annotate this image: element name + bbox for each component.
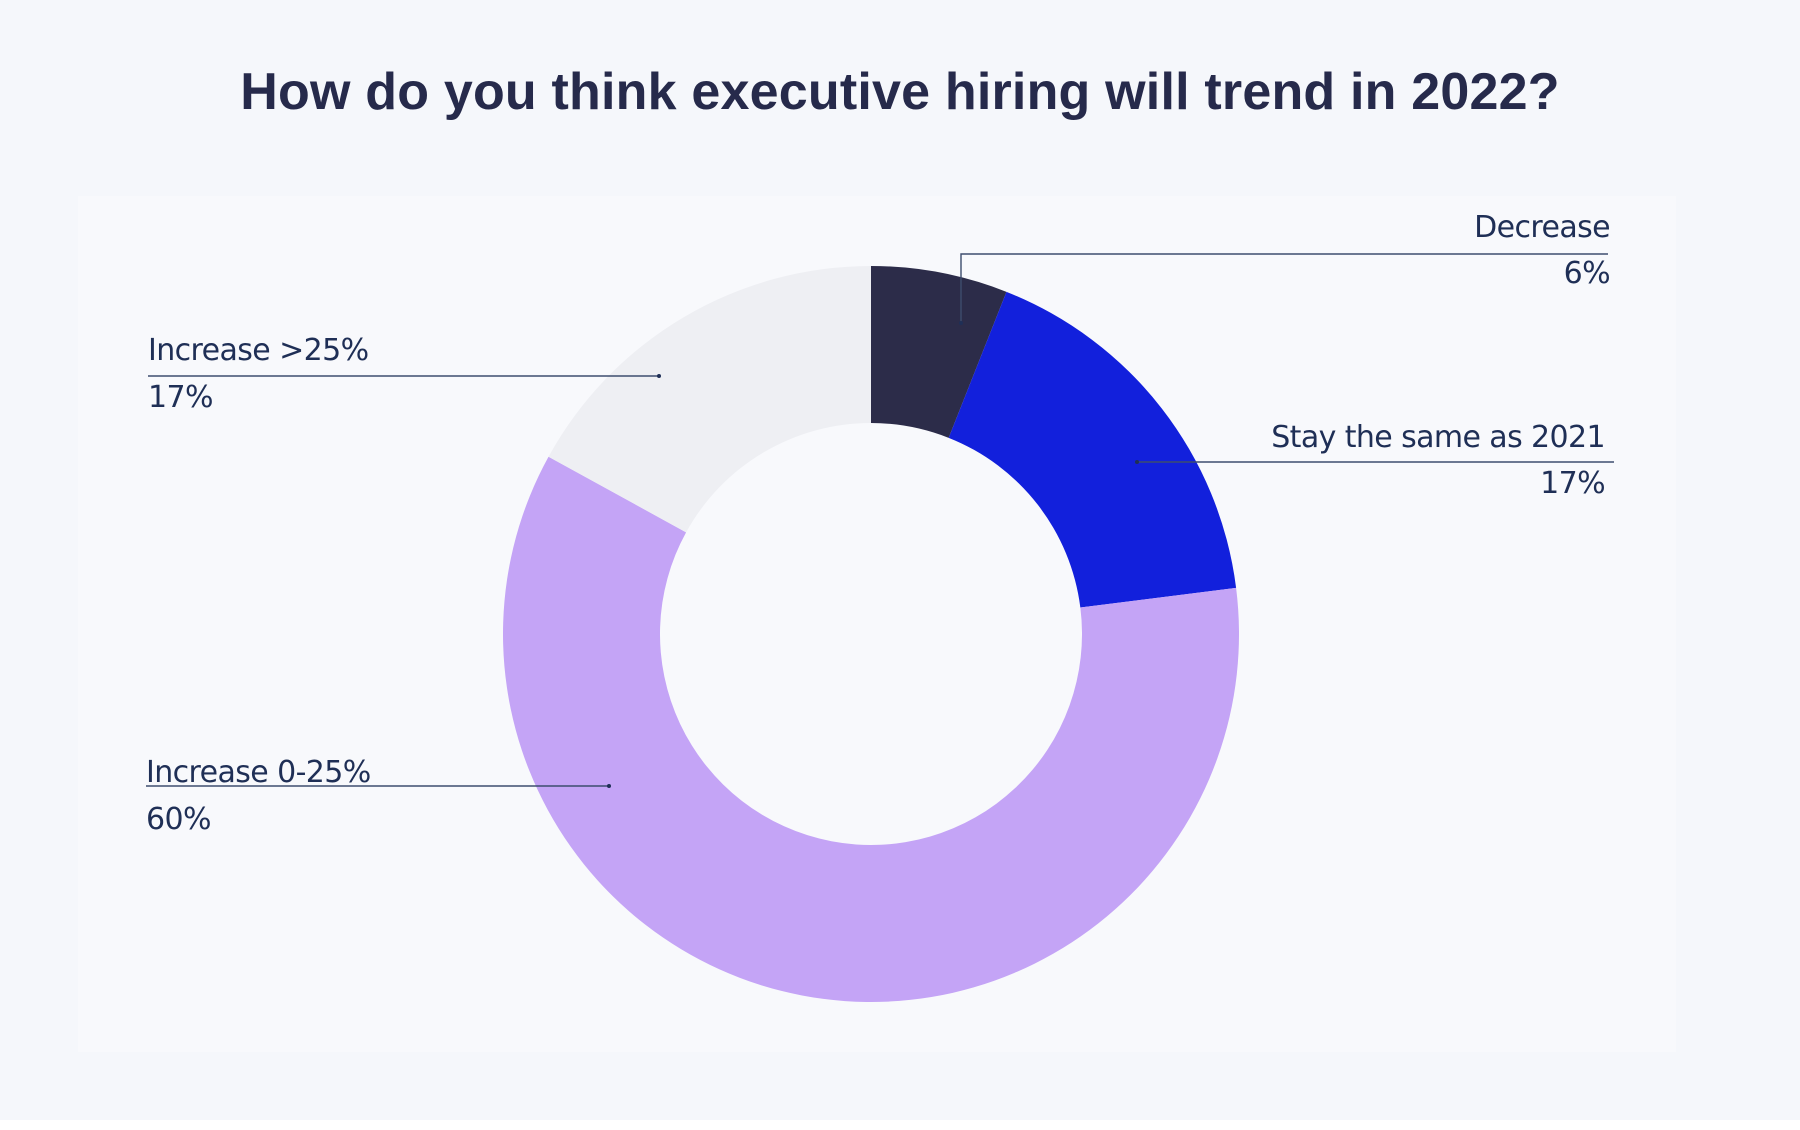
bottom-strip (0, 1120, 1800, 1130)
leader-dot (657, 374, 661, 378)
value-stay-same: 17% (1540, 466, 1605, 501)
value-increase-over-25: 17% (148, 380, 213, 415)
label-stay-same: Stay the same as 2021 (1271, 420, 1605, 455)
label-increase-0-25: Increase 0-25% (146, 755, 371, 790)
label-decrease: Decrease (1474, 210, 1610, 245)
leader-dot (607, 784, 611, 788)
value-decrease: 6% (1563, 256, 1611, 291)
leader-dot (1135, 460, 1139, 464)
label-increase-over-25: Increase >25% (148, 333, 369, 368)
value-increase-0-25: 60% (146, 802, 211, 837)
slice-decrease (871, 266, 1007, 438)
slice-increase-25 (548, 266, 871, 533)
leader-dot (959, 321, 963, 325)
slice-increase-0-25 (503, 456, 1239, 1002)
chart-title: How do you think executive hiring will t… (240, 63, 1560, 121)
leader-line (960, 253, 1608, 323)
slice-stay-the-same-as-2021 (948, 291, 1237, 608)
